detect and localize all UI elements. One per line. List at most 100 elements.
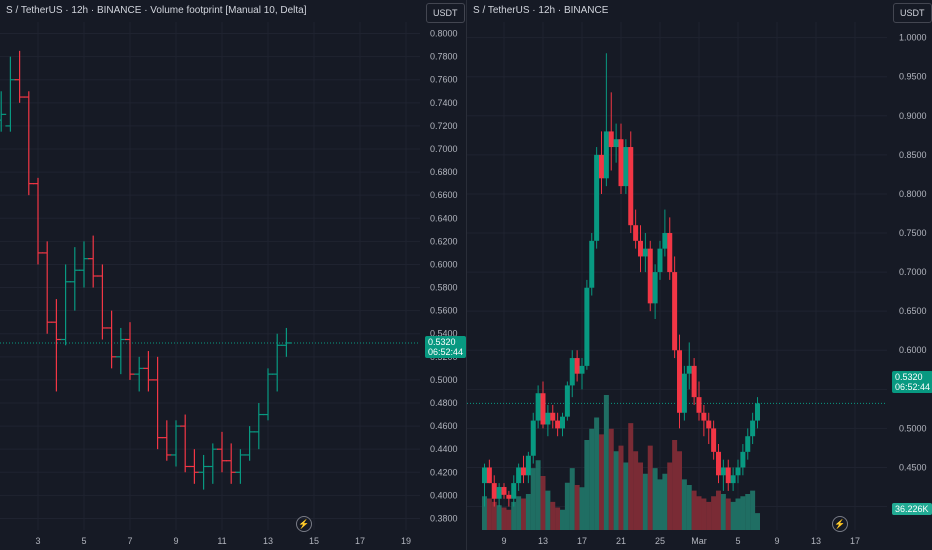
y-tick-label: 0.6000 xyxy=(430,259,458,269)
y-tick-label: 0.4500 xyxy=(899,462,927,472)
x-tick-label: 13 xyxy=(538,536,548,546)
candle-body xyxy=(638,240,643,257)
volume-bar xyxy=(486,498,492,530)
x-tick-label: 11 xyxy=(217,536,226,546)
volume-bar xyxy=(725,498,731,530)
volume-bar xyxy=(662,473,668,530)
y-tick-label: 0.4200 xyxy=(430,467,458,477)
volume-bar xyxy=(501,507,507,530)
volume-bar xyxy=(579,487,585,530)
candle-body xyxy=(740,451,746,468)
x-tick-label: 5 xyxy=(735,536,740,546)
candle-body xyxy=(696,397,702,413)
volume-bar xyxy=(618,445,624,530)
candle-body xyxy=(652,272,658,304)
candle-body xyxy=(555,420,561,429)
candle-body xyxy=(657,248,663,273)
x-tick-label: 9 xyxy=(173,536,178,546)
volume-bar xyxy=(633,451,639,530)
candle-body xyxy=(750,420,756,437)
candle-body xyxy=(691,365,697,398)
volume-bar xyxy=(667,462,673,530)
y-tick-label: 0.5000 xyxy=(899,423,927,433)
candle-body xyxy=(516,467,522,484)
lightning-icon[interactable]: ⚡ xyxy=(832,516,848,532)
candle-body xyxy=(535,393,541,421)
volume-bar xyxy=(735,498,741,530)
x-tick-label: 9 xyxy=(501,536,506,546)
candle-body xyxy=(525,455,531,476)
volume-bar xyxy=(740,496,746,530)
volume-bar xyxy=(540,476,546,530)
current-price-value: 0.5320 xyxy=(895,372,923,382)
candle-body xyxy=(745,436,751,452)
candle-body xyxy=(735,467,741,476)
volume-bar xyxy=(530,468,536,530)
volume-bar xyxy=(696,496,702,530)
volume-bar xyxy=(647,445,653,530)
candle-body xyxy=(623,147,629,187)
volume-bar xyxy=(599,434,604,530)
volume-bar xyxy=(525,494,531,530)
candle-body xyxy=(755,403,760,421)
volume-bar xyxy=(701,498,707,530)
volume-bar xyxy=(555,507,561,530)
volume-label: 36.226K xyxy=(892,503,932,515)
x-tick-label: Mar xyxy=(691,536,707,546)
volume-bar xyxy=(535,460,541,530)
y-tick-label: 0.6800 xyxy=(430,167,458,177)
y-tick-label: 0.7400 xyxy=(430,98,458,108)
candle-body xyxy=(482,467,487,484)
candle-body xyxy=(594,154,600,241)
x-tick-label: 17 xyxy=(577,536,587,546)
candle-body xyxy=(677,350,682,413)
y-tick-label: 0.4600 xyxy=(430,421,458,431)
candle-body xyxy=(628,147,634,226)
x-tick-label: 7 xyxy=(127,536,132,546)
y-tick-label: 0.7500 xyxy=(899,228,927,238)
volume-bar xyxy=(608,428,614,530)
candle-body xyxy=(716,451,721,476)
candle-body xyxy=(667,233,673,273)
volume-bar xyxy=(623,462,629,530)
y-tick-label: 0.7800 xyxy=(430,52,458,62)
volume-bar xyxy=(564,482,570,530)
candle-body xyxy=(672,272,678,351)
chart-legend[interactable]: S / TetherUS · 12h · BINANCE · Volume fo… xyxy=(6,5,307,16)
candle-body xyxy=(711,428,717,452)
volume-bar xyxy=(672,440,678,530)
volume-bar xyxy=(681,479,687,530)
footprint-chart-canvas[interactable]: 0.8000 0.7800 0.7600 0.7400 0.7200 0.7000 0.68… xyxy=(0,0,466,550)
volume-bar xyxy=(716,490,721,530)
candle-body xyxy=(613,139,619,148)
y-tick-label: 0.7000 xyxy=(899,267,927,277)
x-tick-label: 13 xyxy=(811,536,821,546)
x-tick-label: 19 xyxy=(401,536,411,546)
x-tick-label: 25 xyxy=(655,536,665,546)
y-tick-label: 0.6000 xyxy=(899,345,927,355)
x-tick-label: 17 xyxy=(355,536,365,546)
volume-bar xyxy=(691,490,697,530)
y-tick-label: 0.8500 xyxy=(899,150,927,160)
bar-countdown: 06:52:44 xyxy=(895,382,931,392)
candle-body xyxy=(521,467,526,476)
y-tick-label: 0.4400 xyxy=(430,444,458,454)
y-tick-label: 0.7600 xyxy=(430,75,458,85)
footprint-chart-panel[interactable]: S / TetherUS · 12h · BINANCE · Volume fo… xyxy=(0,0,466,550)
candle-body xyxy=(642,248,648,257)
candle-body xyxy=(633,225,639,241)
lightning-icon[interactable]: ⚡ xyxy=(296,516,312,532)
candle-body xyxy=(486,467,492,484)
y-tick-label: 0.5800 xyxy=(430,283,458,293)
candle-body xyxy=(599,154,604,179)
volume-bar xyxy=(574,485,580,530)
chart-legend[interactable]: S / TetherUS · 12h · BINANCE xyxy=(473,5,609,16)
currency-button[interactable]: USDT xyxy=(893,3,932,23)
candlestick-chart-panel[interactable]: S / TetherUS · 12h · BINANCE USDT 1.0000… xyxy=(466,0,932,550)
volume-bar xyxy=(560,509,565,530)
y-tick-label: 0.7200 xyxy=(430,121,458,131)
candle-body xyxy=(564,385,570,417)
volume-bar xyxy=(677,451,682,530)
currency-button[interactable]: USDT xyxy=(426,3,465,23)
candlestick-chart-canvas[interactable]: 1.0000 0.9500 0.9000 0.8500 0.8000 0.7500 0.70… xyxy=(467,0,932,550)
